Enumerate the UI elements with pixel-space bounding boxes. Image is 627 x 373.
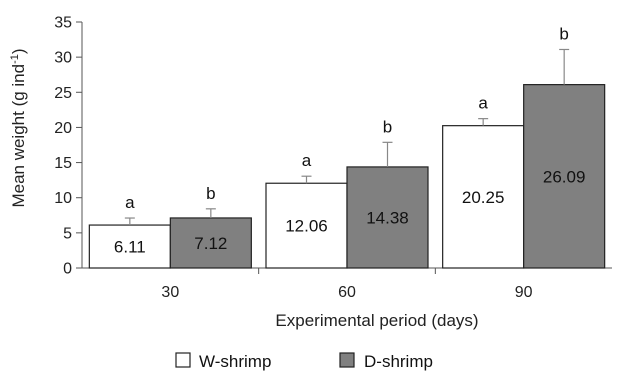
y-tick-label: 15	[54, 155, 72, 172]
y-axis-title: Mean weight (g ind-1)	[9, 48, 28, 207]
x-tick-label: 30	[161, 284, 179, 301]
legend-swatch	[175, 352, 191, 368]
legend-label: W-shrimp	[199, 352, 271, 371]
bar	[169, 217, 252, 269]
significance-letter: b	[559, 24, 568, 43]
bar	[523, 84, 606, 269]
x-axis-title: Experimental period (days)	[275, 311, 478, 330]
bar-value-label: 14.38	[366, 208, 409, 227]
significance-letter: a	[478, 94, 488, 113]
bar-value-label: 20.25	[462, 188, 505, 207]
legend: W-shrimp D-shrimp	[175, 352, 433, 371]
y-tick-label: 5	[63, 225, 72, 242]
significance-letter: b	[206, 184, 215, 203]
x-tick-label: 90	[515, 284, 533, 301]
bars: a 6.11 a 12.06 a 20.25 b 7.12 b 14.38 b 26.09	[88, 24, 606, 269]
bar-value-label: 7.12	[194, 234, 227, 253]
legend-label: D-shrimp	[364, 352, 433, 371]
bar-value-label: 26.09	[543, 167, 586, 186]
y-tick-label: 0	[63, 261, 72, 278]
y-tick-label: 35	[54, 15, 72, 32]
x-tick-label: 60	[338, 284, 356, 301]
significance-letter: b	[383, 117, 392, 136]
y-axis-title-main: Mean weight (g ind	[9, 64, 28, 208]
bar-value-label: 12.06	[285, 217, 328, 236]
legend-swatch	[339, 352, 355, 368]
bar-value-label: 6.11	[114, 238, 146, 257]
y-axis: 0 5 10 15 20 25 30 35	[54, 15, 83, 278]
y-axis-title-close: )	[9, 48, 28, 54]
significance-letter: a	[125, 193, 135, 212]
significance-letter: a	[302, 151, 312, 170]
bar	[442, 125, 525, 269]
y-tick-label: 30	[54, 50, 72, 67]
y-tick-label: 25	[54, 85, 72, 102]
x-axis: 30 60 90	[82, 267, 612, 301]
y-tick-label: 20	[54, 120, 72, 137]
y-axis-title-sup: -1	[9, 54, 21, 64]
bar	[346, 166, 429, 269]
bar	[88, 224, 171, 269]
y-tick-label: 10	[54, 190, 72, 207]
